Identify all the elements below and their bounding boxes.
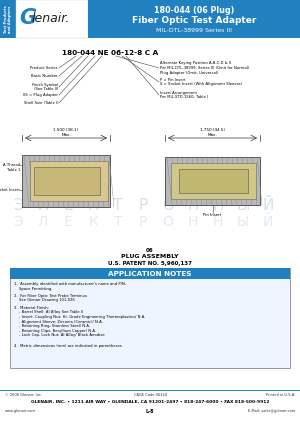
Text: GLENAIR, INC. • 1211 AIR WAY • GLENDALE, CA 91201-2497 • 818-247-6000 • FAX 818-: GLENAIR, INC. • 1211 AIR WAY • GLENDALE,… (31, 400, 269, 404)
Text: Ы: Ы (236, 198, 250, 213)
Bar (34, 167, 100, 195)
Text: 180-044 NE 06-12-8 C A: 180-044 NE 06-12-8 C A (62, 50, 158, 56)
Bar (88, 0, 300, 38)
Text: G: G (20, 8, 37, 28)
Text: Е: Е (63, 198, 73, 213)
Text: К: К (88, 215, 98, 229)
Text: © 2006 Glenair, Inc.: © 2006 Glenair, Inc. (5, 393, 42, 397)
Text: О: О (163, 215, 173, 229)
Text: 2.  For Fiber Optic Test Probe Terminus
    See Glenair Drawing 101-026: 2. For Fiber Optic Test Probe Terminus S… (14, 294, 87, 303)
Text: lenair.: lenair. (32, 11, 70, 25)
Text: 1.750 (44.5)
Max.: 1.750 (44.5) Max. (200, 128, 225, 137)
Bar (179, 169, 248, 193)
Bar (10, 268, 290, 279)
Bar (22, 155, 110, 207)
Text: P = Pin Insert
S = Socket Insert (With Alignment Sleeves): P = Pin Insert S = Socket Insert (With A… (160, 78, 242, 86)
Text: A Thread
Table 1: A Thread Table 1 (3, 163, 20, 172)
Text: Product Series: Product Series (31, 66, 58, 70)
Text: MIL-DTL-38999 Series III: MIL-DTL-38999 Series III (156, 28, 232, 33)
Text: Р: Р (138, 198, 148, 213)
Text: Й: Й (262, 198, 274, 213)
Text: 4.  Metric dimensions (mm) are indicated in parentheses.: 4. Metric dimensions (mm) are indicated … (14, 344, 123, 348)
Text: Э: Э (13, 215, 23, 229)
Text: Н: Н (212, 198, 224, 213)
Text: L-8: L-8 (146, 409, 154, 414)
Text: 1.500 (38.1)
Max.: 1.500 (38.1) Max. (53, 128, 79, 137)
Bar (16, 0, 88, 38)
Text: 1.  Assembly identified with manufacturer's name and P/N,
    Space Permitting.: 1. Assembly identified with manufacturer… (14, 282, 126, 291)
Text: CAGE Code 06324: CAGE Code 06324 (134, 393, 166, 397)
Text: Insert Arrangement
Per MIL-STD-1560, Table I: Insert Arrangement Per MIL-STD-1560, Tab… (160, 91, 208, 99)
Text: 06 = Plug Adapter: 06 = Plug Adapter (23, 93, 58, 97)
Text: Socket Insert: Socket Insert (0, 188, 20, 192)
Text: Н: Н (187, 198, 199, 213)
Bar (0, 0, 16, 38)
Text: Т: Т (114, 215, 122, 229)
Text: Printed in U.S.A.: Printed in U.S.A. (266, 393, 295, 397)
Text: Shell Size (Table I): Shell Size (Table I) (23, 101, 58, 105)
Text: Test Products
and Adapters: Test Products and Adapters (4, 5, 12, 33)
Bar (171, 163, 256, 199)
Bar (165, 157, 260, 205)
Text: Finish Symbol
(See Table II): Finish Symbol (See Table II) (32, 83, 58, 91)
Text: APPLICATION NOTES: APPLICATION NOTES (108, 270, 192, 277)
Bar (10, 268, 290, 368)
Text: PLUG ASSEMBLY: PLUG ASSEMBLY (121, 254, 179, 259)
Text: 180-044 (06 Plug): 180-044 (06 Plug) (154, 6, 234, 15)
Text: Т: Т (113, 198, 123, 213)
Text: Fiber Optic Test Adapter: Fiber Optic Test Adapter (132, 16, 256, 25)
Text: Pin Insert: Pin Insert (203, 213, 222, 217)
Text: Л: Л (38, 215, 48, 229)
Text: 3.  Material Finish:
    - Barrel Shell: Al Alloy See Table II
    - Insert, Cou: 3. Material Finish: - Barrel Shell: Al A… (14, 306, 146, 337)
Text: О: О (162, 198, 174, 213)
Text: Е: Е (64, 215, 72, 229)
Text: Ы: Ы (237, 215, 249, 229)
Text: Н: Н (213, 215, 223, 229)
Text: E-Mail: sales@glenair.com: E-Mail: sales@glenair.com (248, 409, 295, 413)
Text: Alternate Keying Position A,B,C,D & S
Per MIL-DTL-38999, Series III (Omit for No: Alternate Keying Position A,B,C,D & S Pe… (160, 61, 249, 75)
Text: Э: Э (13, 198, 23, 213)
Text: Н: Н (188, 215, 198, 229)
Text: www.glenair.com: www.glenair.com (5, 409, 36, 413)
Text: 06: 06 (146, 248, 154, 253)
Text: Й: Й (263, 215, 273, 229)
Text: К: К (88, 198, 98, 213)
Bar (30, 161, 108, 201)
Text: Р: Р (139, 215, 147, 229)
Text: Л: Л (37, 198, 49, 213)
Text: Basic Number: Basic Number (32, 74, 58, 78)
Text: U.S. PATENT NO. 5,960,137: U.S. PATENT NO. 5,960,137 (108, 261, 192, 266)
